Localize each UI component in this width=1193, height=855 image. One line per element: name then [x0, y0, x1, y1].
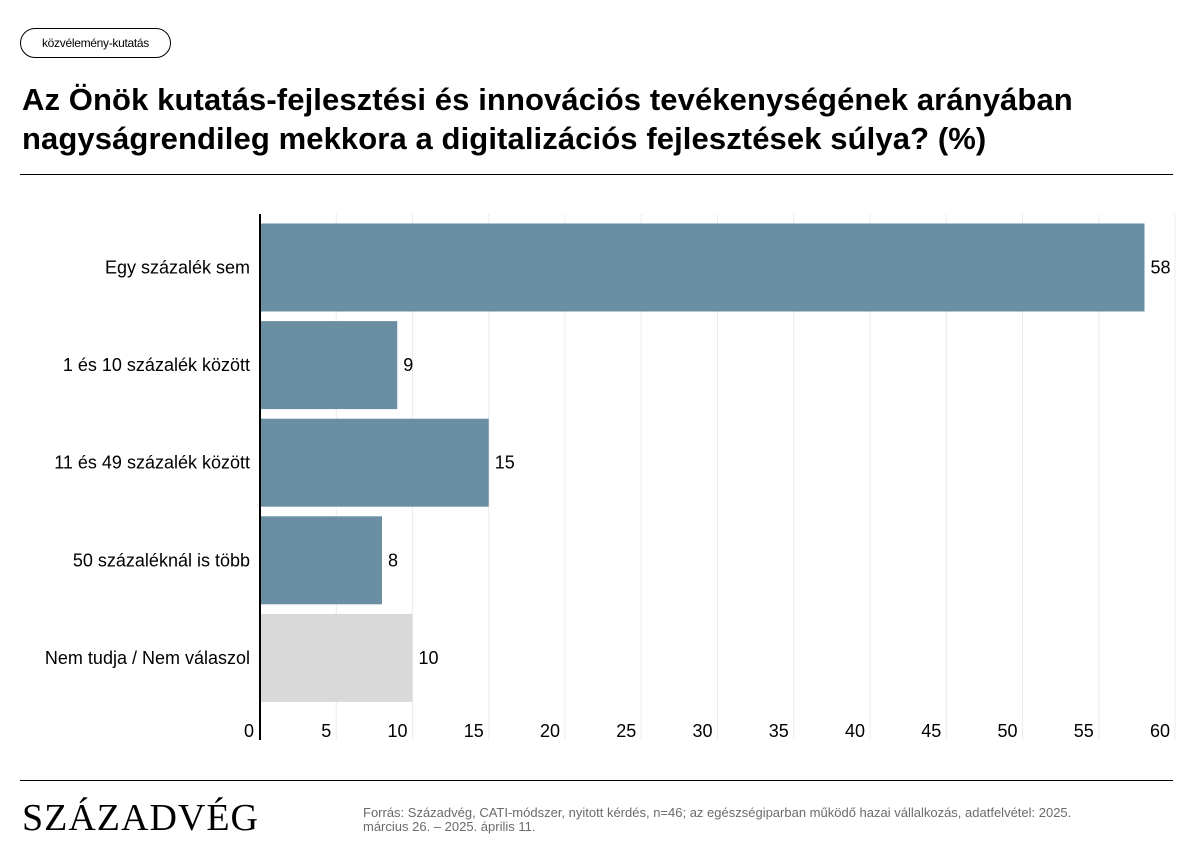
- chart-title: Az Önök kutatás-fejlesztési és innováció…: [22, 82, 1073, 156]
- x-tick-label: 35: [769, 721, 789, 741]
- x-tick-label: 0: [244, 721, 254, 741]
- x-tick-label: 15: [464, 721, 484, 741]
- szazadveg-logo: SZÁZADVÉG: [22, 797, 259, 839]
- source-note: Forrás: Századvég, CATI-módszer, nyitott…: [363, 805, 1072, 834]
- category-label: 50 százaléknál is több: [73, 550, 250, 570]
- x-tick-label: 55: [1074, 721, 1094, 741]
- bar: [260, 516, 382, 605]
- x-tick-label: 45: [921, 721, 941, 741]
- bar: [260, 613, 413, 702]
- bottom-divider: [20, 780, 1173, 781]
- bar: [260, 223, 1145, 312]
- data-label: 15: [495, 453, 515, 473]
- x-tick-label: 30: [692, 721, 712, 741]
- x-tick-label: 10: [387, 721, 407, 741]
- x-tick-label: 20: [540, 721, 560, 741]
- x-tick-label: 40: [845, 721, 865, 741]
- category-label: 11 és 49 százalék között: [54, 453, 250, 473]
- x-tick-label: 25: [616, 721, 636, 741]
- category-badge: közvélemény-kutatás: [20, 28, 171, 58]
- data-label: 58: [1151, 258, 1171, 278]
- top-divider: [20, 174, 1173, 175]
- bar: [260, 418, 489, 507]
- category-label: 1 és 10 százalék között: [63, 355, 250, 375]
- data-label: 9: [403, 355, 413, 375]
- x-tick-label: 60: [1150, 721, 1170, 741]
- x-tick-label: 50: [997, 721, 1017, 741]
- data-label: 10: [419, 648, 439, 668]
- data-label: 8: [388, 550, 398, 570]
- x-tick-label: 5: [321, 721, 331, 741]
- bar: [260, 321, 398, 410]
- bar-chart: Egy százalék sem 581 és 10 százalék közöt…: [45, 214, 1176, 741]
- category-label: Nem tudja / Nem válaszol: [45, 648, 250, 668]
- category-label: Egy százalék sem: [105, 258, 250, 278]
